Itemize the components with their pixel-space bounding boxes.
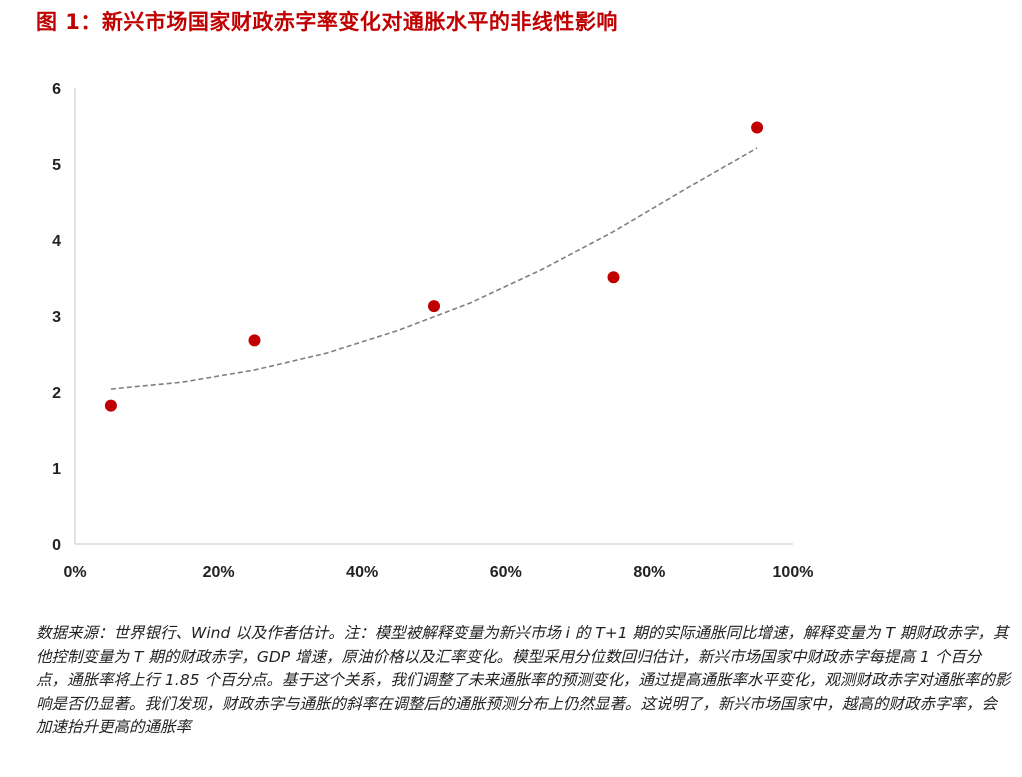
y-tick-label: 1 (52, 461, 61, 478)
x-tick-label: 60% (490, 564, 522, 581)
scatter-chart: 0% 20% 40% 60% 80% 100% 0 1 2 3 4 5 6 (52, 81, 813, 581)
data-point (428, 300, 440, 313)
x-tick-label: 0% (63, 564, 86, 581)
y-tick-label: 2 (52, 385, 61, 402)
y-tick-label: 6 (52, 81, 61, 98)
data-point (751, 121, 764, 134)
trendline-group (110, 147, 758, 390)
chart-axes (74, 88, 793, 545)
x-tick-labels: 0% 20% 40% 60% 80% 100% (63, 564, 813, 581)
y-tick-label: 5 (52, 157, 61, 174)
trendline (110, 147, 758, 390)
data-point (607, 271, 620, 284)
chart-title: 图 1：新兴市场国家财政赤字率变化对通胀水平的非线性影响 (36, 10, 618, 34)
y-tick-labels: 0 1 2 3 4 5 6 (52, 81, 61, 554)
data-point (248, 334, 261, 347)
x-tick-label: 20% (203, 564, 235, 581)
chart-note: 数据来源：世界银行、Wind 以及作者估计。注：模型被解释变量为新兴市场 i 的… (36, 624, 1011, 736)
x-tick-label: 80% (633, 564, 665, 581)
x-tick-label: 40% (346, 564, 378, 581)
y-tick-label: 3 (52, 309, 61, 326)
y-tick-label: 4 (52, 233, 61, 250)
data-point (104, 399, 117, 412)
y-tick-label: 0 (52, 537, 61, 554)
points-group (104, 121, 764, 412)
x-tick-label: 100% (773, 564, 814, 581)
